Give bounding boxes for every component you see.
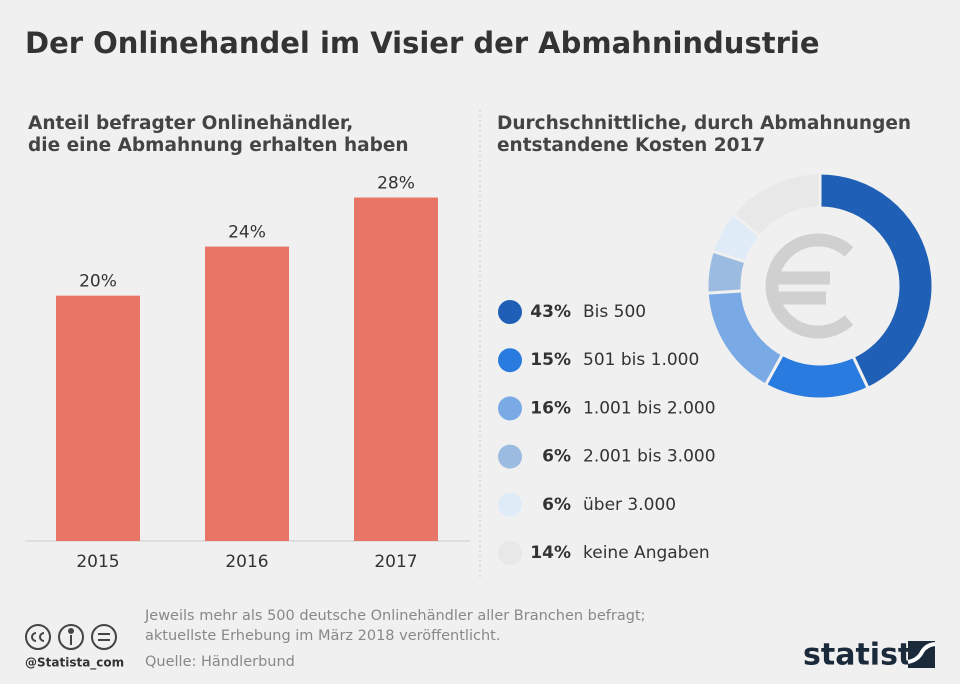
brand-wave — [907, 642, 936, 664]
legend-value: 15% — [530, 350, 571, 370]
legend-swatch — [498, 396, 522, 421]
donut-segment — [730, 171, 822, 239]
legend-value: 43% — [530, 302, 571, 322]
note: Jeweils mehr als 500 deutsche Onlinehänd… — [144, 608, 646, 624]
bar — [56, 295, 140, 541]
euro-icon — [765, 233, 854, 339]
by-glyph — [68, 628, 74, 634]
legend-value: 14% — [530, 543, 571, 563]
legend-swatch — [498, 541, 522, 565]
handle: @Statista_com — [25, 656, 124, 671]
x-tick-label: 2017 — [374, 552, 417, 572]
page-title: Der Onlinehandel im Visier der Abmahnind… — [25, 26, 819, 60]
cc-glyph — [31, 632, 45, 642]
legend-label: 2.001 bis 3.000 — [583, 447, 716, 467]
legend-value: 6% — [542, 495, 571, 515]
cc-icon — [25, 624, 51, 650]
legend-swatch — [498, 300, 522, 324]
note: aktuellste Erhebung im März 2018 veröffe… — [145, 628, 500, 644]
legend-label: 501 bis 1.000 — [583, 350, 699, 370]
bar — [354, 197, 438, 542]
value-label: 20% — [79, 272, 117, 292]
x-tick-label: 2016 — [225, 552, 268, 572]
nd-icon — [91, 624, 117, 650]
source: Quelle: Händlerbund — [145, 654, 295, 670]
license-icons — [25, 624, 117, 650]
euro-arc — [765, 233, 854, 339]
donut-segment — [818, 171, 935, 391]
brand-icon — [907, 641, 936, 668]
legend-swatch — [498, 444, 522, 469]
legend-label: über 3.000 — [583, 495, 676, 515]
legend-value: 16% — [530, 398, 571, 418]
x-tick-label: 2015 — [76, 552, 119, 572]
chart-subtitle: die eine Abmahnung erhalten haben — [28, 135, 409, 156]
legend-label: Bis 500 — [583, 302, 646, 322]
value-label: 24% — [228, 223, 266, 243]
chart-subtitle: entstandene Kosten 2017 — [497, 135, 765, 156]
chart-subtitle: Durchschnittliche, durch Abmahnungen — [497, 113, 911, 134]
by-icon — [58, 624, 84, 650]
legend-label: keine Angaben — [583, 543, 710, 563]
legend-value: 6% — [542, 447, 571, 467]
chart-subtitle: Anteil befragter Onlinehändler, — [28, 113, 353, 134]
legend-label: 1.001 bis 2.000 — [583, 398, 716, 418]
bar — [205, 246, 289, 541]
legend-swatch — [498, 492, 522, 517]
legend-swatch — [498, 348, 522, 373]
value-label: 28% — [377, 174, 415, 194]
